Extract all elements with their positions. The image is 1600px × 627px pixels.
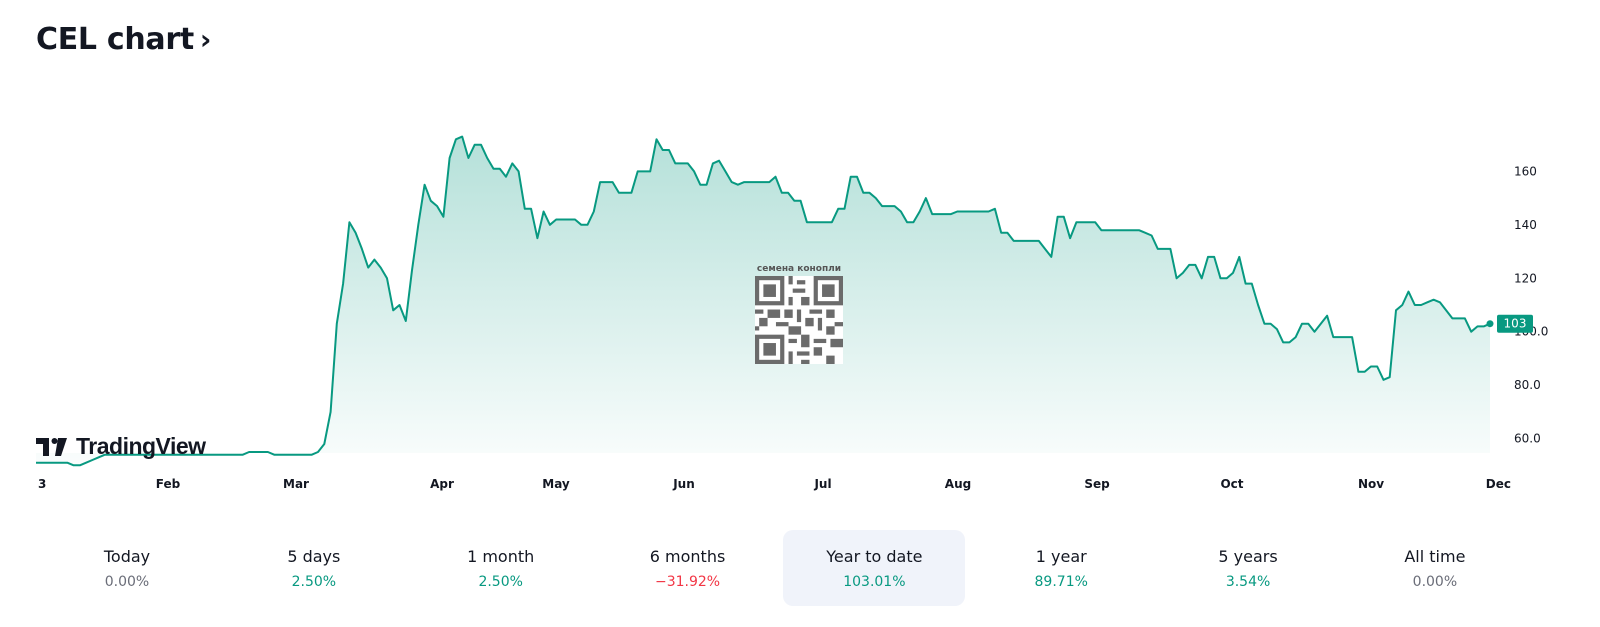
qr-watermark: семена конопли	[755, 264, 843, 368]
x-tick-label: Nov	[1358, 477, 1384, 491]
x-tick-label: Feb	[156, 477, 181, 491]
page-title: CEL chart	[36, 22, 194, 57]
y-tick-label: 120	[1514, 271, 1537, 285]
x-tick-label: Apr	[430, 477, 454, 491]
period-label: All time	[1404, 546, 1466, 566]
period-selector: Today 0.00% 5 days 2.50% 1 month 2.50% 6 month…	[36, 530, 1526, 606]
period-tab[interactable]: 5 days 2.50%	[223, 530, 405, 606]
tradingview-logo[interactable]: TradingView	[36, 433, 206, 460]
period-change-value: 89.71%	[1034, 573, 1088, 590]
y-tick-label: 160	[1514, 164, 1537, 178]
period-change-value: 2.50%	[478, 573, 523, 590]
x-tick-label: May	[542, 477, 570, 491]
period-tab[interactable]: Year to date 103.01%	[783, 530, 966, 606]
qr-code-image	[755, 276, 843, 364]
y-tick-label: 80.0	[1514, 378, 1541, 392]
series-line	[36, 135, 1491, 467]
period-label: 6 months	[649, 546, 726, 566]
x-tick-label: Sep	[1084, 477, 1110, 491]
period-change-value: 3.54%	[1225, 573, 1271, 590]
last-value-dot	[1486, 320, 1494, 328]
x-tick-label: Dec	[1486, 477, 1511, 491]
x-tick-label: Jul	[813, 477, 831, 491]
x-tick-label: 3	[38, 477, 46, 491]
period-tab[interactable]: 5 years 3.54%	[1157, 530, 1339, 606]
chart-title-link[interactable]: CEL chart ›	[36, 22, 211, 57]
qr-caption: семена конопли	[756, 264, 842, 274]
period-tab[interactable]: 6 months −31.92%	[597, 530, 779, 606]
period-label: Today	[103, 546, 151, 566]
period-label: Year to date	[826, 546, 923, 566]
period-label: 1 month	[467, 546, 535, 566]
y-tick-label: 140	[1514, 218, 1537, 232]
period-tab[interactable]: All time 0.00%	[1344, 530, 1526, 606]
tradingview-logo-text: TradingView	[76, 433, 206, 459]
period-change-value: −31.92%	[654, 573, 721, 590]
period-change-value: 0.00%	[1412, 573, 1458, 590]
x-tick-label: Jun	[672, 477, 695, 491]
period-label: 5 days	[287, 546, 341, 566]
tradingview-logo-icon	[36, 437, 67, 456]
period-tab[interactable]: Today 0.00%	[36, 530, 218, 606]
last-value-label: 103	[1504, 317, 1527, 331]
period-tab[interactable]: 1 year 89.71%	[970, 530, 1152, 606]
x-tick-label: Mar	[283, 477, 309, 491]
last-value-badge	[1497, 314, 1533, 333]
period-label: 5 years	[1218, 546, 1278, 566]
x-tick-label: Oct	[1220, 477, 1243, 491]
x-tick-label: Aug	[945, 477, 971, 491]
period-change-value: 0.00%	[104, 573, 150, 590]
period-tab[interactable]: 1 month 2.50%	[410, 530, 592, 606]
y-tick-label: 60.0	[1514, 432, 1541, 446]
chevron-right-icon: ›	[199, 23, 212, 56]
period-label: 1 year	[1035, 546, 1087, 566]
period-change-value: 2.50%	[291, 573, 337, 590]
period-change-value: 103.01%	[843, 573, 906, 590]
